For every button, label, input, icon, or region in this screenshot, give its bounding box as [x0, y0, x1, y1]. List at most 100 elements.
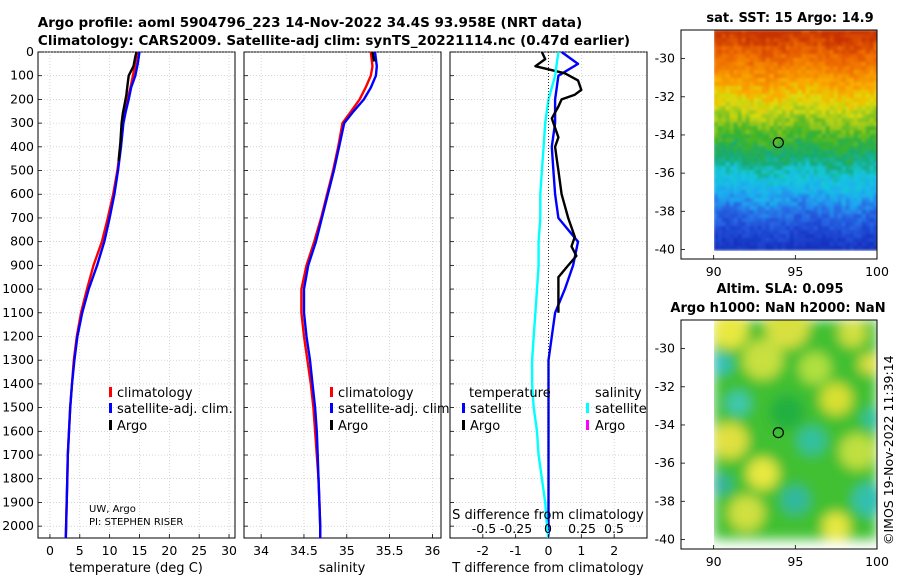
sst-cell: [773, 238, 779, 243]
sst-cell: [813, 170, 819, 175]
sst-cell: [729, 202, 735, 207]
sst-cell: [729, 62, 735, 67]
sst-cell: [729, 54, 735, 59]
sst-cell: [865, 102, 871, 107]
sst-cell: [825, 38, 831, 43]
sst-cell: [817, 138, 823, 143]
sst-cell: [737, 54, 743, 59]
sst-cell: [753, 234, 759, 239]
sst-cell: [789, 130, 795, 135]
sst-cell: [809, 66, 815, 71]
sst-cell: [725, 38, 731, 43]
sst-cell: [749, 38, 755, 43]
sst-cell: [813, 58, 819, 63]
sst-cell: [757, 58, 763, 63]
sst-cell: [849, 134, 855, 139]
sst-cell: [769, 198, 775, 203]
sst-cell: [717, 142, 723, 147]
sst-cell: [717, 98, 723, 103]
sst-cell: [809, 182, 815, 187]
sst-cell: [873, 118, 877, 123]
sst-cell: [785, 242, 791, 247]
sst-cell: [765, 38, 771, 43]
sst-cell: [749, 126, 755, 131]
sst-cell: [801, 190, 807, 195]
sst-cell: [861, 70, 867, 75]
sst-cell: [757, 54, 763, 59]
sst-cell: [837, 202, 843, 207]
sst-cell: [741, 158, 747, 163]
sst-cell: [721, 130, 727, 135]
sst-cell: [813, 118, 819, 123]
sst-cell: [845, 98, 851, 103]
sst-cell: [717, 246, 723, 251]
sst-cell: [805, 198, 811, 203]
sst-cell: [789, 38, 795, 43]
sst-cell: [714, 58, 719, 63]
sst-cell: [729, 82, 735, 87]
sst-cell: [853, 114, 859, 119]
sst-cell: [745, 34, 751, 39]
sst-cell: [833, 206, 839, 211]
sst-cell: [777, 110, 783, 115]
sst-cell: [825, 130, 831, 135]
sst-cell: [745, 66, 751, 71]
sst-cell: [714, 242, 719, 247]
sst-cell: [757, 210, 763, 215]
sst-cell: [865, 114, 871, 119]
sst-cell: [845, 126, 851, 131]
sst-cell: [829, 34, 835, 39]
sst-cell: [849, 142, 855, 147]
sst-cell: [781, 102, 787, 107]
sst-cell: [821, 102, 827, 107]
sst-cell: [805, 190, 811, 195]
sst-cell: [821, 218, 827, 223]
sst-cell: [805, 54, 811, 59]
sst-cell: [825, 142, 831, 147]
sst-cell: [841, 90, 847, 95]
sst-cell: [829, 78, 835, 83]
sst-cell: [809, 34, 815, 39]
sst-cell: [777, 142, 783, 147]
sst-cell: [749, 138, 755, 143]
sst-cell: [749, 166, 755, 171]
sst-cell: [785, 170, 791, 175]
sst-cell: [785, 230, 791, 235]
sst-cell: [809, 206, 815, 211]
sst-cell: [873, 218, 877, 223]
sst-cell: [777, 138, 783, 143]
sst-cell: [733, 198, 739, 203]
sst-cell: [845, 130, 851, 135]
sst-cell: [721, 210, 727, 215]
sst-cell: [749, 186, 755, 191]
sst-cell: [853, 206, 859, 211]
sst-cell: [721, 30, 727, 35]
sst-cell: [714, 138, 719, 143]
sst-cell: [857, 106, 863, 111]
y-tick-label: 300: [10, 115, 34, 130]
sst-cell: [857, 82, 863, 87]
sst-cell: [729, 186, 735, 191]
sst-cell: [857, 30, 863, 35]
sst-cell: [841, 110, 847, 115]
sst-cell: [769, 118, 775, 123]
sst-cell: [813, 174, 819, 179]
sst-cell: [841, 178, 847, 183]
sst-cell: [753, 242, 759, 247]
sst-cell: [717, 122, 723, 127]
sst-cell: [714, 110, 719, 115]
sst-cell: [813, 94, 819, 99]
sst-cell: [845, 210, 851, 215]
sst-cell: [721, 150, 727, 155]
sst-cell: [789, 226, 795, 231]
sst-cell: [789, 90, 795, 95]
sst-cell: [865, 54, 871, 59]
sst-cell: [773, 34, 779, 39]
sst-cell: [845, 86, 851, 91]
sst-cell: [765, 66, 771, 71]
sst-cell: [841, 98, 847, 103]
sst-cell: [737, 190, 743, 195]
sst-cell: [797, 150, 803, 155]
sst-cell: [781, 218, 787, 223]
sst-cell: [797, 190, 803, 195]
